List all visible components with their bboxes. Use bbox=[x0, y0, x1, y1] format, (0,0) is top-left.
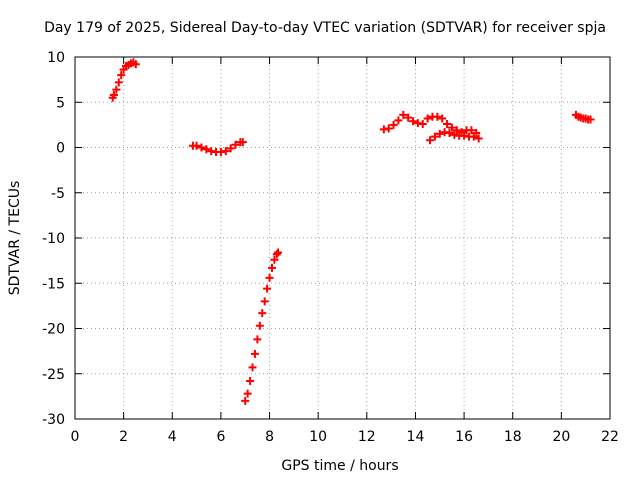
data-point bbox=[274, 248, 283, 257]
x-tick-label: 20 bbox=[552, 429, 570, 445]
data-point bbox=[238, 138, 247, 147]
data-point bbox=[426, 136, 435, 145]
y-tick-label: -10 bbox=[42, 231, 65, 247]
data-point bbox=[438, 114, 447, 123]
data-point bbox=[394, 116, 403, 125]
data-point bbox=[202, 145, 211, 154]
y-tick-label: 10 bbox=[47, 50, 65, 66]
data-point bbox=[246, 376, 255, 385]
y-tick-label: -5 bbox=[51, 186, 65, 202]
grid bbox=[75, 57, 610, 419]
data-point bbox=[114, 78, 123, 87]
data-point bbox=[253, 335, 262, 344]
series-2 bbox=[188, 138, 247, 157]
data-point bbox=[221, 147, 230, 156]
data-point bbox=[192, 141, 201, 150]
data-point bbox=[469, 132, 478, 141]
data-point bbox=[418, 119, 427, 128]
data-point bbox=[423, 114, 432, 123]
data-point bbox=[435, 129, 444, 138]
data-point bbox=[447, 123, 456, 132]
series-3 bbox=[241, 248, 283, 405]
x-tick-label: 4 bbox=[168, 429, 177, 445]
data-point bbox=[404, 113, 413, 122]
data-point bbox=[399, 110, 408, 119]
data-point bbox=[452, 126, 461, 135]
data-point bbox=[474, 134, 483, 143]
data-point bbox=[384, 124, 393, 133]
plot-frame bbox=[74, 56, 611, 420]
y-tick-label: -20 bbox=[42, 322, 65, 338]
data-point bbox=[255, 321, 264, 330]
y-tick-labels: 10 5 0 -5 -10 -15 -20 -25 -30 bbox=[42, 50, 65, 428]
chart-title: Day 179 of 2025, Sidereal Day-to-day VTE… bbox=[44, 20, 606, 36]
x-axis-label: GPS time / hours bbox=[281, 458, 398, 474]
data-point bbox=[409, 117, 418, 126]
series-1 bbox=[108, 58, 140, 102]
data-point bbox=[112, 85, 121, 94]
data-point bbox=[445, 129, 454, 138]
data-point bbox=[243, 389, 252, 398]
data-point bbox=[586, 115, 595, 124]
y-axis-label: SDTVAR / TECUs bbox=[7, 181, 23, 296]
data-point bbox=[231, 140, 240, 149]
x-tick-label: 22 bbox=[601, 429, 619, 445]
data-point bbox=[389, 120, 398, 129]
data-point bbox=[433, 112, 442, 121]
data-point bbox=[270, 255, 279, 264]
data-point bbox=[260, 297, 269, 306]
data-point bbox=[226, 144, 235, 153]
data-point bbox=[467, 126, 476, 135]
data-point bbox=[443, 119, 452, 128]
data-point bbox=[109, 91, 118, 100]
data-point bbox=[131, 60, 140, 69]
data-point bbox=[267, 263, 276, 272]
data-point bbox=[265, 273, 274, 282]
x-tick-label: 12 bbox=[358, 429, 376, 445]
series-4 bbox=[379, 110, 481, 138]
data-point bbox=[248, 363, 257, 372]
x-tick-labels: 0 2 4 6 8 10 12 14 16 18 20 22 bbox=[71, 429, 619, 445]
x-tick-label: 18 bbox=[504, 429, 522, 445]
y-tick-label: 5 bbox=[56, 95, 65, 111]
x-tick-label: 10 bbox=[309, 429, 327, 445]
x-tick-label: 16 bbox=[455, 429, 473, 445]
data-points bbox=[108, 58, 595, 405]
data-point bbox=[430, 132, 439, 141]
data-point bbox=[258, 309, 267, 318]
data-point bbox=[250, 349, 259, 358]
data-point bbox=[263, 284, 272, 293]
y-tick-label: -25 bbox=[42, 367, 65, 383]
data-point bbox=[241, 396, 250, 405]
x-tick-label: 8 bbox=[265, 429, 274, 445]
x-tick-label: 2 bbox=[119, 429, 128, 445]
y-tick-label: -15 bbox=[42, 276, 65, 292]
x-tick-label: 0 bbox=[71, 429, 80, 445]
series-5 bbox=[426, 128, 483, 145]
y-tick-label: 0 bbox=[56, 141, 65, 157]
x-tick-label: 6 bbox=[216, 429, 225, 445]
data-point bbox=[117, 71, 126, 80]
y-tick-label: -30 bbox=[42, 412, 65, 428]
series-6 bbox=[571, 110, 595, 124]
data-point bbox=[197, 143, 206, 152]
x-tick-label: 14 bbox=[407, 429, 425, 445]
